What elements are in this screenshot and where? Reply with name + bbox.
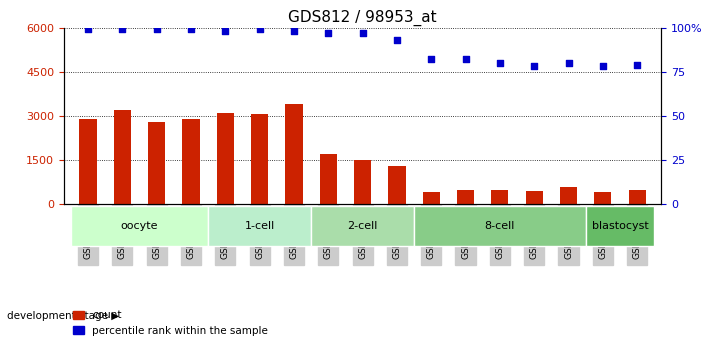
Bar [217,113,234,204]
Bar [251,115,268,204]
Text: 1-cell: 1-cell [245,221,274,231]
Bar [354,160,371,204]
Bar [491,190,508,204]
Bar [80,119,97,204]
Text: oocyte: oocyte [121,221,159,231]
Bar [414,206,586,246]
Bar [183,119,200,204]
Point [563,60,574,66]
Title: GDS812 / 98953_at: GDS812 / 98953_at [288,10,437,26]
Bar [311,206,414,246]
Point [426,57,437,62]
Bar [148,122,165,204]
Point [597,64,609,69]
Point [357,30,368,36]
Point [82,27,94,32]
Point [460,57,471,62]
Point [254,27,265,32]
Text: 2-cell: 2-cell [348,221,378,231]
Point [288,28,299,34]
Point [220,28,231,34]
Bar [586,206,654,246]
Point [528,64,540,69]
Bar [422,193,440,204]
Bar [71,206,208,246]
Bar [388,166,405,204]
Bar [560,187,577,204]
Text: 8-cell: 8-cell [485,221,515,231]
Point [151,27,162,32]
Point [631,62,643,68]
Point [391,37,402,43]
Bar [114,110,131,204]
Bar [320,154,337,204]
Text: development stage ▶: development stage ▶ [7,311,119,321]
Point [323,30,334,36]
Bar [594,192,611,204]
Legend: count, percentile rank within the sample: count, percentile rank within the sample [69,306,272,340]
Text: blastocyst: blastocyst [592,221,648,231]
Bar [285,104,303,204]
Bar [525,191,542,204]
Point [494,60,506,66]
Point [117,27,128,32]
Bar [208,206,311,246]
Point [186,27,197,32]
Bar [629,189,646,204]
Bar [457,189,474,204]
